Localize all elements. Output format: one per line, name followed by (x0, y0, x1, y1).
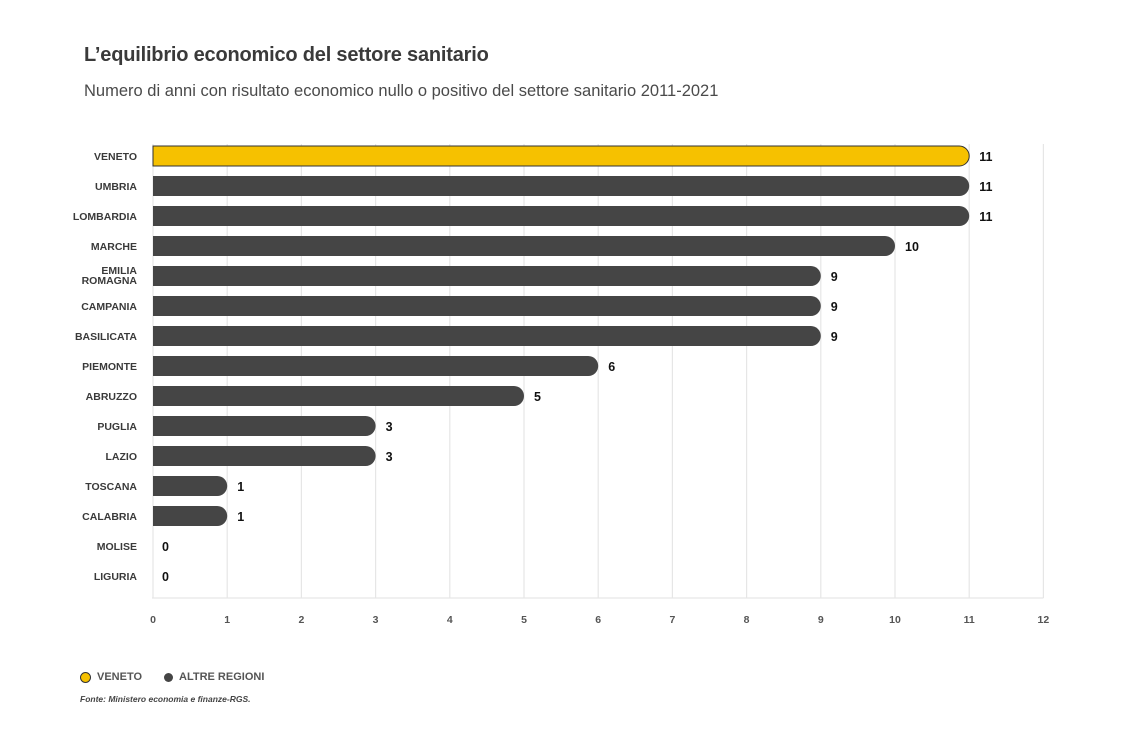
value-label-liguria: 0 (162, 570, 169, 584)
source-note: Fonte: Ministero economia e finanze-RGS. (80, 694, 251, 704)
x-tick-label-0: 0 (150, 614, 156, 626)
x-tick-label-5: 5 (521, 614, 527, 626)
bar-puglia (153, 416, 376, 436)
bar-left-edge-campania (153, 296, 163, 316)
x-tick-label-8: 8 (744, 614, 750, 626)
x-tick-label-4: 4 (447, 614, 453, 626)
legend-swatch-others (164, 672, 174, 682)
bar-left-edge-emilia-romagna (153, 266, 163, 286)
x-tick-label-1: 1 (224, 614, 230, 626)
value-label-marche: 10 (905, 240, 919, 254)
category-label-abruzzo: ABRUZZO (86, 391, 137, 403)
value-label-molise: 0 (162, 540, 169, 554)
category-label-marche: MARCHE (91, 241, 137, 253)
x-tick-label-6: 6 (595, 614, 601, 626)
chart-subtitle: Numero di anni con risultato economico n… (84, 82, 719, 100)
bar-outline-left-veneto (152, 145, 163, 167)
category-label-piemonte: PIEMONTE (82, 361, 137, 373)
legend-label-highlight: VENETO (97, 671, 143, 683)
value-label-campania: 9 (831, 300, 838, 314)
value-label-piemonte: 6 (608, 360, 615, 374)
x-tick-label-11: 11 (964, 614, 975, 626)
bar-left-edge-puglia (153, 416, 163, 436)
category-label-lombardia: LOMBARDIA (73, 211, 138, 223)
x-tick-label-2: 2 (298, 614, 304, 626)
category-label-veneto: VENETO (94, 151, 137, 163)
bar-lombardia (153, 206, 970, 226)
bar-veneto (152, 145, 970, 167)
bar-marche (153, 236, 895, 256)
value-label-basilicata: 9 (831, 330, 838, 344)
bar-piemonte (153, 356, 599, 376)
category-label-toscana: TOSCANA (85, 481, 137, 493)
value-label-lombardia: 11 (979, 210, 992, 224)
bar-left-edge-abruzzo (153, 386, 163, 406)
category-label-lazio: LAZIO (106, 451, 138, 463)
bar-calabria (153, 506, 228, 526)
bar-left-edge-calabria (153, 506, 163, 526)
value-label-umbria: 11 (979, 180, 992, 194)
bar-left-edge-umbria (153, 176, 163, 196)
x-axis-ticks: 0 1 2 3 4 5 6 7 8 9 10 11 12 (150, 614, 1049, 626)
chart-title: L’equilibrio economico del settore sanit… (84, 44, 489, 66)
bar-left-edge-veneto (153, 146, 163, 166)
bar-emilia-romagna (153, 266, 821, 286)
bar-left-edge-piemonte (153, 356, 163, 376)
bar-umbria (153, 176, 970, 196)
value-label-calabria: 1 (237, 510, 244, 524)
value-label-abruzzo: 5 (534, 390, 541, 404)
x-tick-label-9: 9 (818, 614, 824, 626)
value-label-veneto: 11 (979, 150, 992, 164)
category-label-molise: MOLISE (97, 541, 137, 553)
legend: VENETO ALTRE REGIONI (80, 671, 264, 683)
x-tick-label-7: 7 (669, 614, 675, 626)
bars (152, 145, 970, 526)
bar-lazio (153, 446, 376, 466)
legend-swatch-highlight (80, 671, 91, 683)
x-tick-label-3: 3 (373, 614, 379, 626)
bar-left-edge-lazio (153, 446, 163, 466)
value-label-lazio: 3 (386, 450, 393, 464)
value-label-emilia-romagna: 9 (831, 270, 838, 284)
bar-basilicata (153, 326, 821, 346)
category-label-basilicata: BASILICATA (75, 331, 137, 343)
bar-campania (153, 296, 821, 316)
category-label-umbria: UMBRIA (95, 181, 137, 193)
bar-left-edge-toscana (153, 476, 163, 496)
bar-abruzzo (153, 386, 524, 406)
legend-item-others: ALTRE REGIONI (164, 671, 264, 683)
category-label-campania: CAMPANIA (81, 301, 137, 313)
bar-left-edge-lombardia (153, 206, 163, 226)
bar-toscana (153, 476, 228, 496)
category-label-liguria: LIGURIA (94, 571, 138, 583)
category-label-emilia-romagna: EMILIA ROMAGNA (82, 265, 138, 287)
x-tick-label-10: 10 (889, 614, 901, 626)
category-label-puglia: PUGLIA (97, 421, 137, 433)
legend-item-veneto: VENETO (80, 671, 142, 683)
bar-left-edge-marche (153, 236, 163, 256)
category-labels: VENETO UMBRIA LOMBARDIA MARCHE EMILIA ROMAGNA… (73, 151, 138, 583)
category-label-calabria: CALABRIA (82, 511, 137, 523)
bar-left-edge-basilicata (153, 326, 163, 346)
value-label-toscana: 1 (237, 480, 244, 494)
legend-label-others: ALTRE REGIONI (179, 671, 265, 683)
value-label-puglia: 3 (386, 420, 393, 434)
x-tick-label-12: 12 (1038, 614, 1050, 626)
